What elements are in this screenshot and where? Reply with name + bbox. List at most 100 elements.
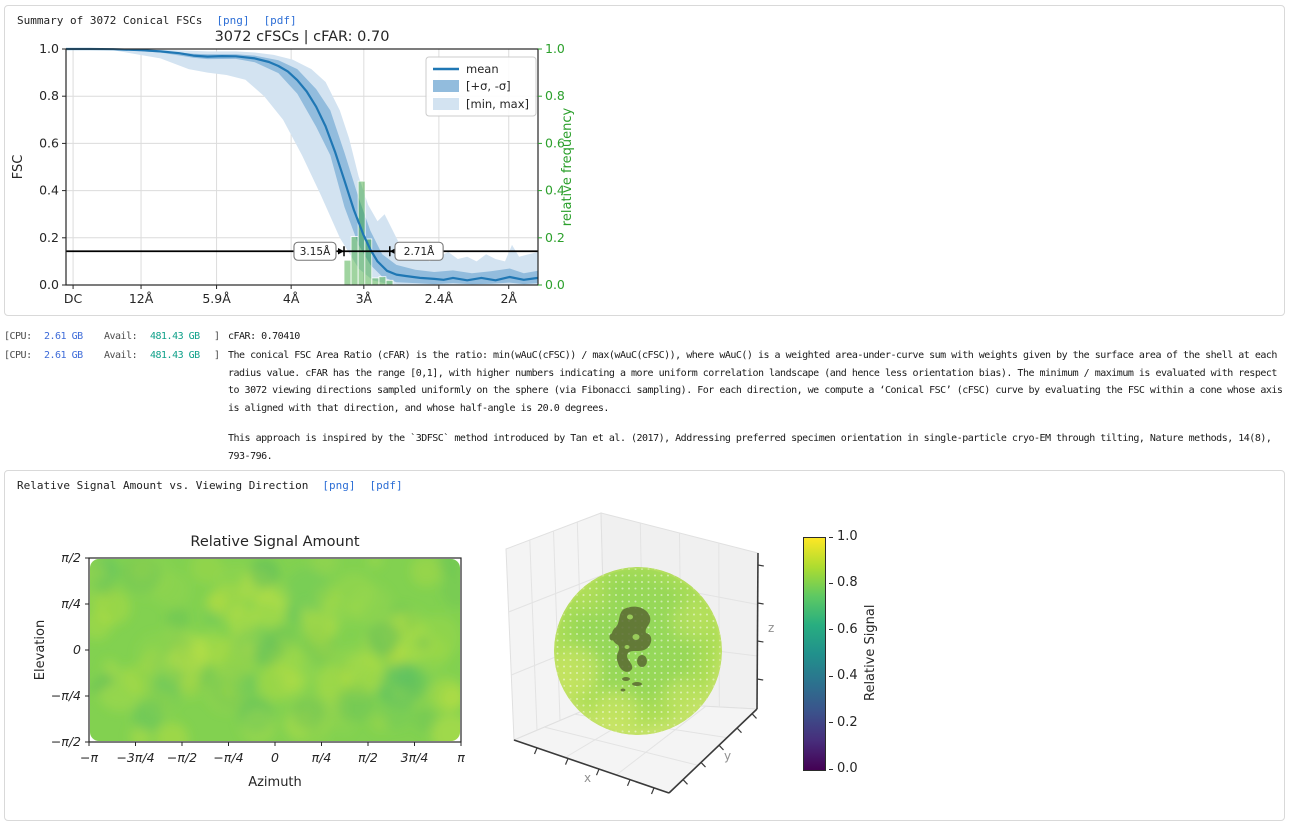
- cpu-label: [CPU:: [4, 331, 32, 342]
- heatmap-blob: [388, 661, 413, 686]
- heatmap-blob: [249, 559, 280, 589]
- heatmap-blob: [367, 621, 401, 655]
- log-line-description: [CPU: 2.61 GB Avail: 481.43 GB ] The con…: [4, 347, 1289, 465]
- y-tick-label: 0.0: [39, 277, 59, 292]
- y2-tick-label: 1.0: [545, 41, 565, 56]
- sphere-rim: [554, 567, 722, 735]
- panel1-title: Summary of 3072 Conical FSCs: [17, 14, 203, 27]
- x-tick-label: 0: [271, 750, 279, 765]
- plot-frame: [65, 48, 539, 286]
- heatmap-blob: [366, 559, 383, 568]
- heatmap-blob: [90, 680, 105, 695]
- colorbar-tick: [829, 675, 833, 677]
- x-tick-label: 2.4Å: [425, 291, 454, 306]
- heatmap-blob: [95, 589, 131, 626]
- colorbar-label: Relative Signal: [863, 604, 878, 702]
- y-tick-label: 0: [73, 642, 81, 657]
- heatmap-blob: [274, 649, 316, 691]
- heatmap-blob: [205, 592, 227, 614]
- histogram-bar: [350, 236, 359, 286]
- elevation-axis-label: Elevation: [33, 620, 48, 680]
- y-tick-label: −π/2: [51, 734, 81, 749]
- cfar-description: The conical FSC Area Ratio (cFAR) is the…: [228, 347, 1289, 465]
- colorbar-tick-label: 0.8: [837, 575, 858, 591]
- colorbar-ticks: 0.0 0.2 0.4 0.6 0.8 1.0: [799, 529, 949, 776]
- relative-frequency-axis-label: relative frequency: [560, 108, 575, 227]
- y2-tick-label: 0.0: [545, 277, 565, 292]
- panel1-header: Summary of 3072 Conical FSCs [png] [pdf]: [17, 14, 297, 27]
- cfar-description-para1: The conical FSC Area Ratio (cFAR) is the…: [228, 350, 1283, 414]
- avail-label: Avail:: [104, 331, 138, 342]
- histogram-bar: [371, 277, 380, 286]
- legend-minmax-swatch: [433, 98, 459, 110]
- legend-label-sigma: [+σ, -σ]: [466, 79, 511, 93]
- panel1-pdf-link[interactable]: [pdf]: [263, 14, 297, 27]
- heatmap-blob: [441, 686, 460, 710]
- heatmap-blob: [240, 708, 276, 741]
- heatmap-blobs: [90, 559, 460, 741]
- x-tick-label: π/4: [312, 750, 332, 765]
- panel2-png-link[interactable]: [png]: [322, 479, 356, 492]
- heatmap-blob: [291, 696, 325, 730]
- y-tick-label: 0.8: [39, 88, 59, 103]
- heatmap-blob: [335, 683, 375, 723]
- heatmap-blob: [325, 697, 341, 714]
- histogram-bar: [378, 276, 387, 286]
- y2-tick-label: 0.6: [545, 135, 565, 150]
- colorbar-tick-label: 0.0: [837, 761, 858, 776]
- signal-heatmap: −π −3π/4 −π/2 −π/4 0 π/4 π/2 3π/4 π π/2 π/4 0 −π/4 −π…: [33, 534, 465, 790]
- direction-sphere: [554, 567, 722, 735]
- colorbar-tick: [829, 629, 833, 631]
- colorbar-tick-label: 1.0: [837, 529, 858, 544]
- cfsc-summary-panel: Summary of 3072 Conical FSCs [png] [pdf]…: [4, 5, 1285, 316]
- colorbar: 0.0 0.2 0.4 0.6 0.8 1.0 Relative Signal: [799, 529, 949, 785]
- annotation-label: 3.15Å: [300, 245, 331, 258]
- cfsc-chart-title: 3072 cFSCs | cFAR: 0.70: [215, 29, 390, 45]
- heatmap-blob: [375, 685, 391, 701]
- heatmap-blob: [98, 581, 116, 599]
- y2-tick-label: 0.8: [545, 88, 565, 103]
- heatmap-blob: [310, 559, 338, 574]
- histogram-bar: [385, 279, 394, 286]
- heatmap-blob: [441, 574, 460, 608]
- sphere-point-grid: [554, 567, 722, 735]
- histogram-bar: [343, 259, 352, 286]
- panel1-png-link[interactable]: [png]: [216, 14, 250, 27]
- y-axis-line: [668, 708, 758, 794]
- heatmap-blob: [146, 676, 182, 712]
- heatmap-blob: [413, 707, 438, 733]
- x-tick-label: π/2: [358, 750, 378, 765]
- y-tick-label: π/2: [61, 550, 81, 565]
- heatmap-blob: [394, 611, 422, 640]
- annotation-arrow-head: [389, 248, 396, 255]
- colorbar-gradient: [803, 537, 826, 771]
- cfar-description-para2: This approach is inspired by the `3DFSC`…: [228, 433, 1272, 462]
- y-tick-label: π/4: [61, 596, 81, 611]
- heatmap-blob: [335, 716, 354, 735]
- panel2-title: Relative Signal Amount vs. Viewing Direc…: [17, 479, 309, 492]
- heatmap-blob: [234, 625, 273, 664]
- x-tick-label: π: [457, 750, 465, 765]
- cpu-label: [CPU:: [4, 350, 32, 361]
- heatmap-blob: [163, 645, 207, 688]
- z-axis-label: z: [768, 621, 774, 635]
- legend-label-minmax: [min, max]: [466, 97, 529, 111]
- heatmap-blob: [415, 635, 431, 651]
- x-tick-label: −3π/4: [116, 750, 154, 765]
- annotation-arrow-head: [338, 248, 345, 255]
- azimuth-axis-label: Azimuth: [248, 775, 302, 790]
- x-axis-line: [513, 739, 670, 794]
- blob-holes: [624, 614, 640, 649]
- avail-value: 481.43 GB: [150, 350, 200, 361]
- heatmap-blob: [437, 559, 460, 578]
- y-tick-label: 0.2: [39, 230, 59, 245]
- x-tick-label: 12Å: [129, 291, 154, 306]
- colorbar-tick-label: 0.2: [837, 714, 858, 730]
- panel2-pdf-link[interactable]: [pdf]: [369, 479, 403, 492]
- y2-tick-label: 0.2: [545, 230, 565, 245]
- cfar-value-text: cFAR: 0.70410: [228, 331, 300, 342]
- log-prefix: [CPU: 2.61 GB Avail: 481.43 GB ]: [4, 328, 228, 346]
- heatmap-blob: [285, 567, 331, 613]
- heatmap-blob: [410, 559, 442, 587]
